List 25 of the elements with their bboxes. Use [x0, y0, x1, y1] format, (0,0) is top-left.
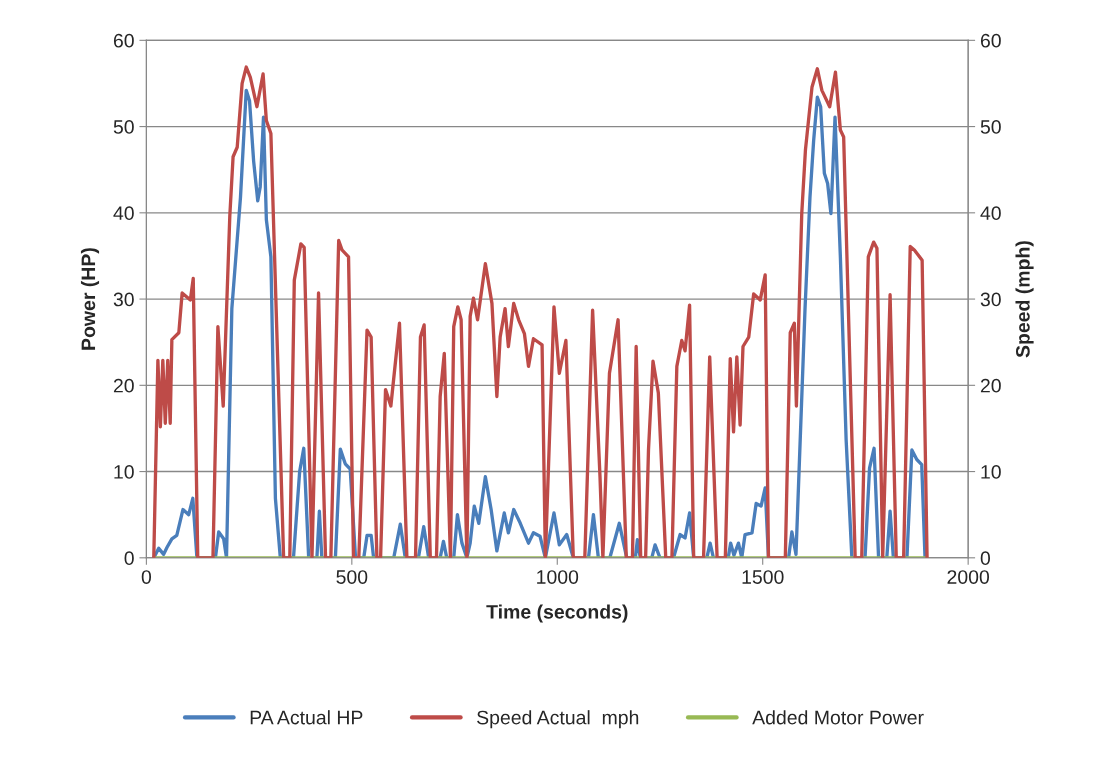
y-tick-label: 60 — [113, 33, 134, 48]
x-tick-label: 500 — [336, 570, 368, 584]
legend-label: Speed Actual mph — [477, 710, 639, 729]
y2-tick-label: 40 — [980, 206, 1001, 221]
x-tick-label: 1500 — [742, 570, 784, 584]
x-tick-label: 0 — [141, 570, 152, 584]
y2-tick-label: 30 — [980, 292, 1001, 307]
y2-tick-label: 60 — [980, 33, 1001, 48]
y2-axis-title: Speed (mph) — [1015, 241, 1034, 358]
y2-tick-label: 20 — [980, 378, 1001, 393]
legend-label: Added Motor Power — [752, 710, 924, 725]
x-tick-label: 1000 — [537, 570, 579, 584]
y2-tick-label: 0 — [980, 551, 991, 566]
y-tick-label: 20 — [113, 378, 134, 393]
y-tick-label: 40 — [113, 206, 134, 221]
x-tick-label: 2000 — [947, 570, 990, 584]
y-axis-title: Power (HP) — [80, 248, 100, 350]
y-tick-label: 10 — [114, 465, 134, 479]
y-tick-label: 30 — [113, 292, 134, 307]
y-tick-label: 50 — [113, 120, 134, 134]
x-axis-title: Time (seconds) — [486, 604, 628, 623]
legend-label: PA Actual HP — [250, 710, 363, 725]
y2-tick-label: 10 — [981, 465, 1001, 479]
y2-tick-label: 50 — [980, 120, 1001, 134]
y-tick-label: 0 — [124, 551, 134, 566]
